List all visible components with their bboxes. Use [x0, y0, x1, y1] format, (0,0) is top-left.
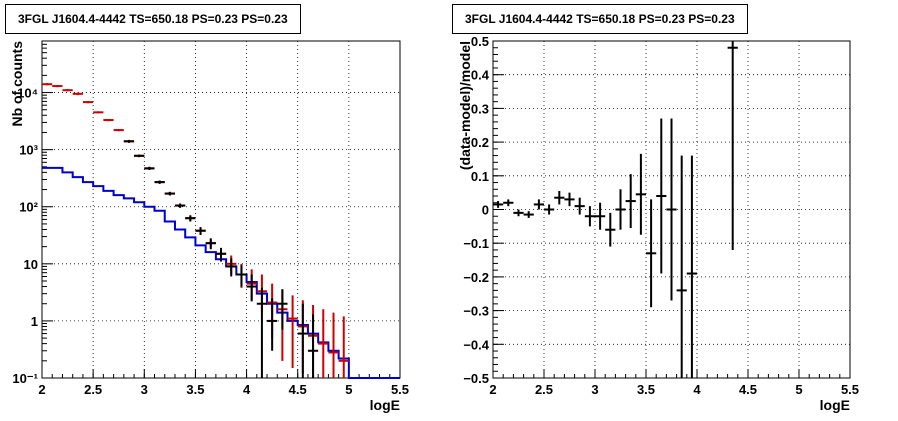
x-axis-label: logE: [820, 397, 850, 413]
x-tick-label: 3.5: [186, 382, 204, 397]
y-tick-label: 0.3: [471, 101, 489, 116]
x-tick-label: 2.5: [535, 382, 553, 397]
counts-chart: 2 2.5 3 3.5 4 4.5 5 5.5 10⁻¹ 1 10 10² 10³ 10⁴ logE Nb o…: [9, 40, 409, 413]
model-point: [93, 111, 104, 114]
data-point: [215, 247, 227, 262]
residual-point: [625, 174, 636, 229]
x-tick-label: 2.5: [84, 382, 102, 397]
y-tick-label: −0.5: [463, 371, 489, 386]
residual-point: [554, 190, 565, 205]
data-point: [123, 139, 135, 143]
data-point: [205, 238, 216, 250]
residual-point: [574, 197, 585, 215]
residual-point: [605, 212, 616, 247]
residual-point: [676, 155, 687, 378]
model-point: [72, 92, 83, 96]
residual-point: [635, 153, 646, 235]
x-tick-label: 2: [38, 382, 45, 397]
data-point: [297, 303, 308, 378]
x-tick-label: 2: [489, 382, 496, 397]
y-tick-label: 10⁻¹: [12, 371, 38, 386]
residual-point: [646, 199, 657, 308]
data-point: [267, 298, 278, 351]
y-tick-label: 10⁴: [17, 86, 38, 101]
y-tick-label: 0.1: [471, 169, 489, 184]
data-point: [174, 203, 186, 208]
data-point: [185, 215, 196, 222]
x-tick-label: 5.5: [391, 382, 409, 397]
x-tick-label: 4.5: [289, 382, 307, 397]
residual-point: [584, 206, 595, 227]
model-point: [338, 316, 349, 378]
x-tick-label: 3: [141, 382, 148, 397]
data-point: [154, 180, 165, 184]
residual-point: [503, 199, 514, 207]
model-point: [318, 309, 329, 378]
residual-point: [727, 41, 738, 250]
y-tick-label: −0.4: [463, 337, 489, 352]
data-point: [236, 265, 247, 287]
y-axis-label: Nb of counts: [9, 41, 25, 127]
y-tick-label: 10²: [19, 200, 38, 215]
y-axis-label: (data-model)/model: [457, 41, 473, 170]
residual-point: [615, 189, 626, 230]
residual-point: [666, 118, 677, 301]
x-tick-label: 4.5: [739, 382, 757, 397]
model-point: [287, 295, 298, 368]
y-tick-label: 0.4: [471, 68, 490, 83]
counts-title: 3FGL J1604.4-4442 TS=650.18 PS=0.23 PS=0…: [5, 4, 301, 34]
model-point: [52, 84, 63, 88]
y-tick-label: 0.5: [471, 34, 489, 49]
y-tick-label: 0: [482, 203, 489, 218]
y-tick-label: −0.3: [463, 304, 489, 319]
data-point: [226, 258, 237, 277]
model-point: [113, 128, 124, 132]
model-point: [42, 83, 53, 86]
model-point: [328, 312, 339, 378]
x-tick-label: 5: [795, 382, 802, 397]
residuals-title: 3FGL J1604.4-4442 TS=650.18 PS=0.23 PS=0…: [452, 4, 748, 34]
residual-point: [544, 204, 555, 215]
residual-point: [523, 211, 534, 218]
model-point: [82, 101, 94, 104]
x-tick-label: 3: [591, 382, 598, 397]
x-tick-label: 4: [693, 382, 701, 397]
residual-point: [595, 202, 606, 230]
data-point: [164, 191, 175, 196]
y-tick-label: −0.1: [463, 236, 489, 251]
y-tick-label: 10: [24, 257, 38, 272]
y-tick-label: 10³: [19, 143, 38, 158]
residual-point: [656, 118, 667, 274]
residual-point: [533, 199, 544, 210]
model-point: [103, 118, 114, 122]
y-tick-label: 1: [31, 314, 38, 329]
data-point: [134, 154, 145, 158]
x-tick-label: 5.5: [841, 382, 859, 397]
data-point: [195, 227, 206, 235]
residual-point: [564, 192, 575, 207]
y-tick-label: 0.2: [471, 135, 489, 150]
data-point: [307, 314, 319, 378]
residual-point: [686, 155, 697, 378]
y-tick-label: −0.2: [463, 270, 489, 285]
data-point: [246, 274, 257, 302]
x-tick-label: 4: [243, 382, 251, 397]
data-point: [256, 287, 268, 378]
residual-point: [513, 209, 524, 217]
x-axis-label: logE: [370, 397, 400, 413]
residual-point: [493, 201, 504, 208]
data-point: [277, 289, 288, 330]
x-tick-label: 5: [345, 382, 352, 397]
x-tick-label: 3.5: [637, 382, 655, 397]
model-histogram: [42, 166, 400, 379]
data-point: [144, 166, 155, 170]
model-point: [62, 89, 73, 92]
